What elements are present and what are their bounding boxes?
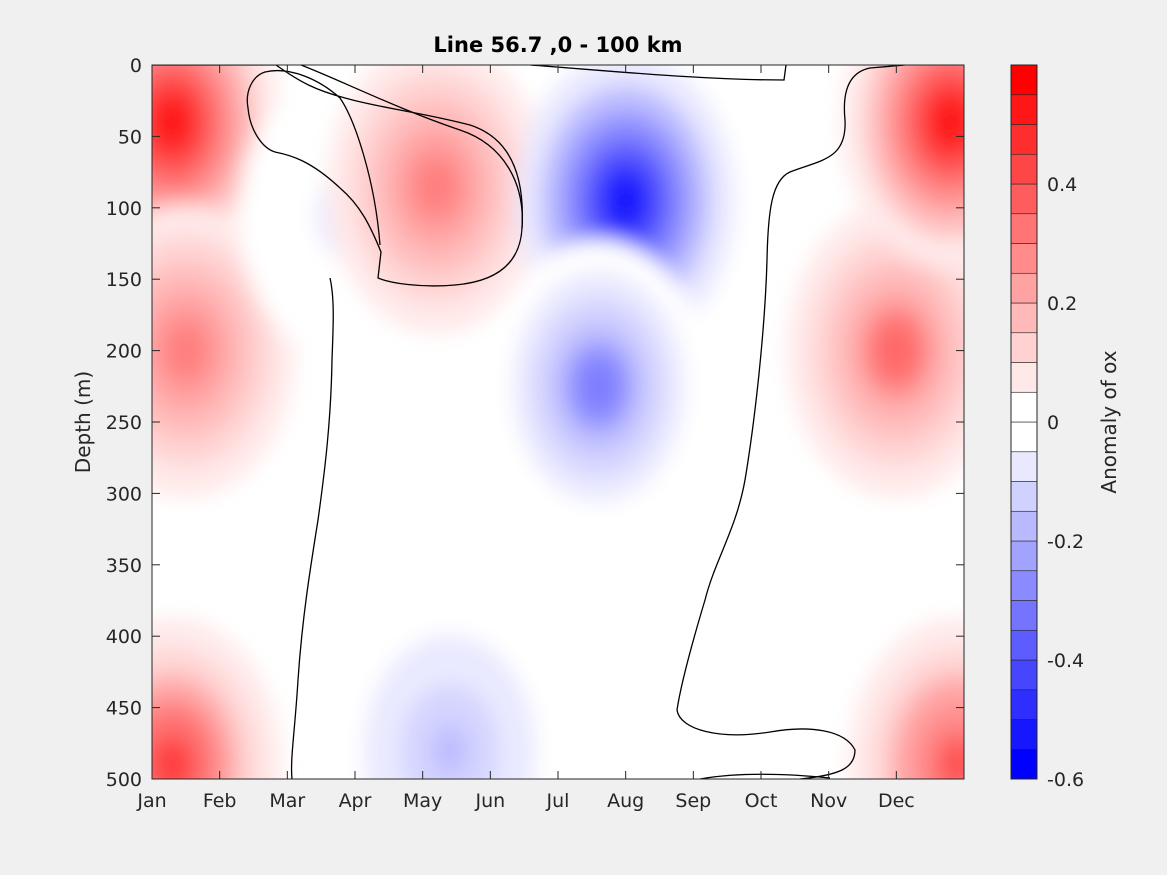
colorbar-swatch [1010, 243, 1038, 274]
colorbar-swatch [1010, 362, 1038, 393]
y-tick-label: 400 [106, 626, 142, 648]
colorbar-swatch [1010, 153, 1038, 185]
x-tick-label: Dec [878, 790, 915, 812]
colorbar-swatch [1010, 124, 1038, 155]
colorbar-swatch [1010, 659, 1038, 691]
colorbar-swatch [1010, 629, 1038, 661]
zero-contour-line [290, 277, 334, 779]
x-tick-label: Jun [474, 790, 505, 812]
colorbar-swatch [1010, 510, 1038, 542]
y-tick-label: 50 [118, 126, 142, 148]
colorbar-swatch [1010, 391, 1038, 423]
x-tick-label: Mar [269, 790, 305, 812]
colorbar-tick-label: -0.4 [1047, 650, 1084, 672]
colorbar-tick-label: 0 [1047, 412, 1059, 434]
colorbar-swatch [1010, 689, 1038, 720]
y-tick-label: 200 [106, 341, 142, 363]
x-tick-label: Apr [339, 790, 372, 812]
chart-title: Line 56.7 ,0 - 100 km [433, 33, 682, 57]
colorbar-tick-label: -0.2 [1047, 531, 1084, 553]
colorbar-frame [1010, 64, 1038, 780]
colorbar-swatch [1010, 332, 1038, 363]
colorbar-swatch [1010, 272, 1038, 304]
colorbar-swatch [1010, 64, 1038, 96]
colorbar-swatch [1010, 481, 1038, 512]
zero-contour-line [152, 65, 524, 287]
colorbar-swatch [1010, 451, 1038, 482]
colorbar-tick-label: -0.6 [1047, 769, 1084, 791]
contour-band [153, 739, 192, 779]
colorbar-axis: -0.6 -0.4 -0.2 0 0.2 0.4 [1047, 174, 1084, 791]
colorbar-swatch [1010, 540, 1038, 572]
contour-band [153, 96, 192, 148]
zero-contour-line [529, 65, 787, 81]
zero-contour-line [676, 65, 906, 779]
y-tick-label: 300 [106, 483, 142, 505]
y-tick-label: 350 [106, 555, 142, 577]
y-tick-label: 250 [106, 412, 142, 434]
zero-contour-lines [152, 65, 906, 779]
colorbar-swatch [1010, 421, 1038, 453]
colorbar-tick-label: 0.4 [1047, 174, 1077, 196]
colorbar-swatch [1010, 570, 1038, 601]
x-tick-label: May [403, 790, 442, 812]
y-tick-label: 500 [106, 769, 142, 791]
y-axis-title: Depth (m) [71, 371, 95, 473]
colorbar-swatch [1010, 183, 1038, 215]
contour-field [152, 65, 964, 779]
contour-band [938, 739, 964, 779]
x-tick-label: Aug [607, 790, 644, 812]
x-tick-label: Nov [810, 790, 847, 812]
contour-band [877, 325, 916, 376]
colorbar [1010, 64, 1038, 780]
colorbar-swatch [1010, 719, 1038, 750]
colorbar-swatch [1010, 600, 1038, 631]
zero-contour-line [300, 65, 523, 229]
y-tick-label: 150 [106, 269, 142, 291]
x-tick-label: Feb [203, 790, 237, 812]
colorbar-tick-label: 0.2 [1047, 293, 1077, 315]
x-tick-label: Jul [546, 790, 570, 812]
contour-band [606, 175, 645, 226]
contour-band [417, 161, 455, 212]
x-tick-label: Jan [136, 790, 166, 812]
y-tick-label: 100 [106, 198, 142, 220]
colorbar-title: Anomaly of ox [1097, 350, 1121, 493]
y-tick-label: 450 [106, 698, 142, 720]
contour-band [167, 325, 205, 376]
contour-band [579, 361, 618, 412]
colorbar-swatch [1010, 213, 1038, 244]
x-axis: Jan Feb Mar Apr May Jun Jul Aug Sep Oct Nov Dec [136, 65, 915, 812]
y-tick-label: 0 [130, 55, 142, 77]
x-tick-label: Sep [675, 790, 711, 812]
contour-band [431, 725, 469, 776]
colorbar-swatch [1010, 302, 1038, 334]
contour-band [931, 96, 964, 148]
colorbar-swatch [1010, 748, 1038, 780]
y-axis: 0 50 100 150 200 250 300 350 400 450 500 [106, 55, 964, 791]
colorbar-swatch [1010, 94, 1038, 125]
zero-contour-line [699, 773, 831, 779]
x-tick-label: Oct [745, 790, 778, 812]
